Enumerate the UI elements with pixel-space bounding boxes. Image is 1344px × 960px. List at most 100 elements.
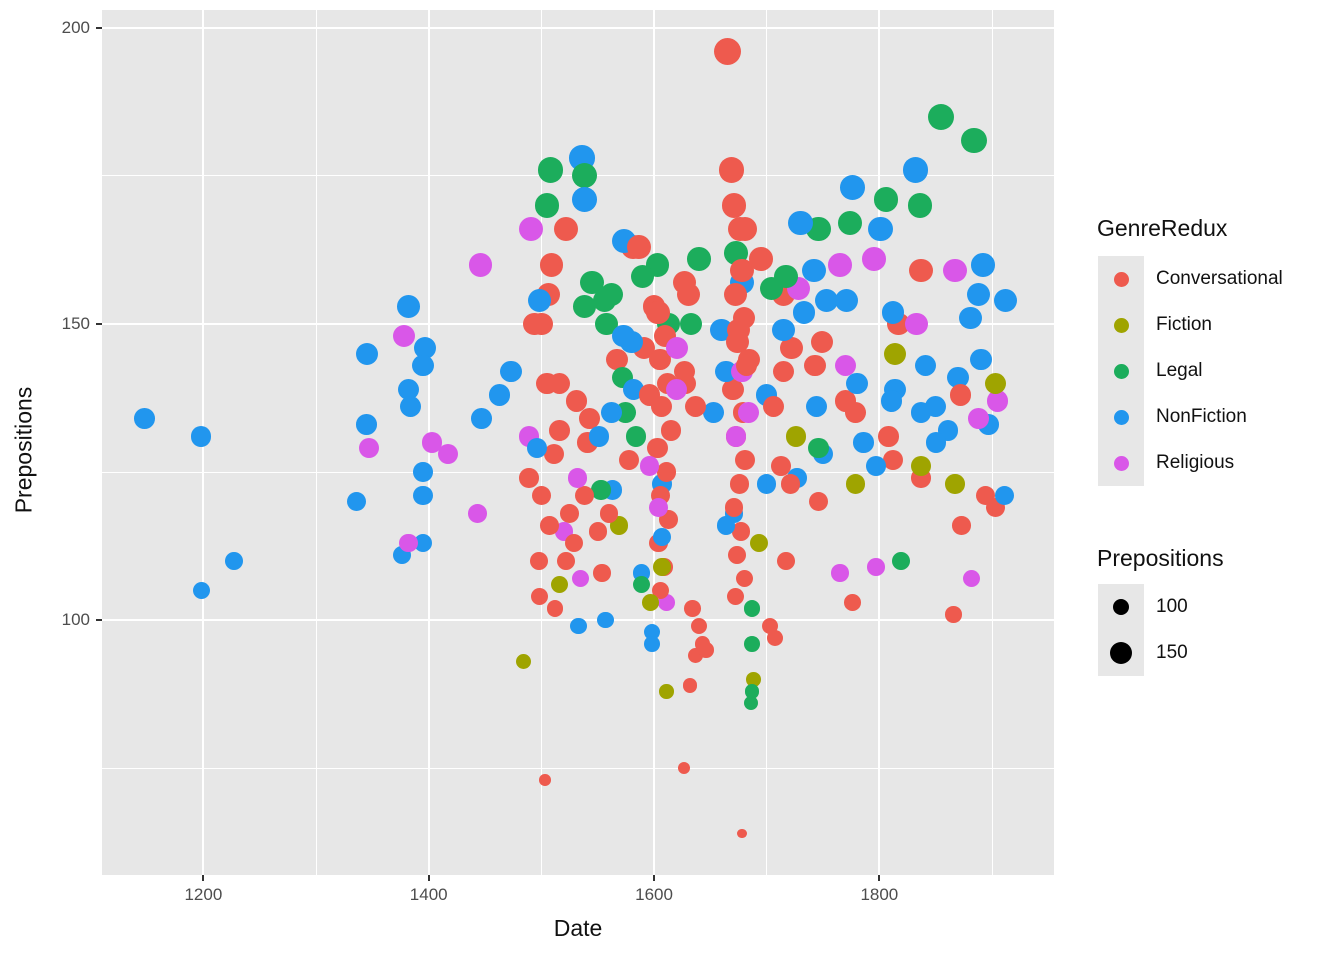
data-point-fiction [785,426,807,447]
data-point-conversational [557,552,576,570]
data-point-legal [580,270,604,295]
data-point-legal [595,312,618,336]
data-point-nonfiction [994,288,1018,312]
data-point-nonfiction [994,486,1014,506]
data-point-legal [743,600,761,617]
y-tick-mark [96,619,102,622]
data-point-religious [987,390,1009,412]
data-point-conversational [543,444,564,465]
data-point-conversational [619,450,640,471]
data-point-nonfiction [971,252,995,277]
data-point-legal [592,288,616,312]
legend-label-nonfiction: NonFiction [1156,406,1247,427]
data-point-conversational [721,193,747,218]
data-point-conversational [713,37,741,65]
data-point-religious [665,336,688,359]
data-point-conversational [546,600,564,617]
data-point-nonfiction [414,534,433,553]
data-point-nonfiction [527,288,551,312]
legend-dot-conversational [1113,271,1129,287]
data-point-religious [738,402,760,424]
data-point-nonfiction [839,175,865,201]
gridline-y-major [102,26,1054,29]
data-point-legal [724,241,749,265]
data-point-conversational [728,546,747,564]
data-point-nonfiction [413,486,433,506]
data-point-nonfiction [866,456,886,477]
data-point-fiction [659,684,674,699]
data-point-conversational [678,762,691,775]
data-point-conversational [565,390,587,412]
data-point-legal [961,127,987,154]
data-point-nonfiction [772,318,795,342]
data-point-religious [639,456,660,477]
data-point-conversational [627,235,652,259]
data-point-legal [774,264,798,289]
data-point-conversational [735,570,753,588]
data-point-nonfiction [716,516,736,535]
data-point-religious [831,564,849,582]
size-dot-150 [1109,641,1133,665]
data-point-nonfiction [914,354,937,377]
data-point-legal [572,294,596,318]
legend-label-religious: Religious [1156,452,1235,473]
data-point-conversational [531,486,551,506]
data-point-religious [649,498,668,518]
data-point-legal [534,193,560,218]
data-point-legal [808,438,829,459]
data-point-religious [726,426,747,447]
data-point-conversational [772,360,795,383]
legend-dot-legal [1113,363,1129,379]
x-tick-mark [427,875,430,881]
legend-dot-fiction [1113,317,1129,333]
gridline-x-minor [315,10,317,875]
data-point-legal [744,636,760,652]
data-point-conversational [684,600,701,617]
x-tick-label: 1400 [409,885,448,904]
size-dot-100 [1112,598,1130,616]
data-point-conversational [730,258,754,283]
data-point-conversational [685,396,707,418]
data-point-religious [519,217,544,242]
data-point-nonfiction [500,360,522,383]
data-point-conversational [749,246,773,271]
data-point-nonfiction [412,354,434,377]
data-point-religious [392,324,416,347]
data-point-nonfiction [881,300,905,324]
data-point-conversational [539,252,564,277]
data-point-nonfiction [413,462,433,482]
data-point-conversational [882,450,903,471]
x-tick-mark [878,875,881,881]
data-point-conversational [698,642,714,658]
data-point-conversational [719,157,745,183]
data-point-nonfiction [902,157,928,183]
data-point-conversational [724,498,744,518]
data-point-nonfiction [356,414,378,436]
data-point-nonfiction [571,187,597,212]
x-tick-label: 1800 [860,885,899,904]
data-point-conversational [673,360,696,383]
data-point-fiction [653,558,671,576]
data-point-conversational [762,396,784,418]
data-point-legal [571,163,597,189]
data-point-conversational [722,378,744,400]
data-point-conversational [733,217,758,242]
data-point-nonfiction [835,288,859,312]
x-tick-mark [202,875,205,881]
gridline-x-minor [991,10,993,875]
data-point-fiction [911,456,931,477]
data-point-conversational [549,420,570,441]
data-point-conversational [735,450,756,471]
data-point-religious [943,258,967,283]
data-point-conversational [677,282,701,306]
data-point-conversational [648,348,671,371]
data-point-nonfiction [597,612,614,629]
data-point-nonfiction [925,396,947,418]
legend-dot-nonfiction [1113,409,1129,425]
data-point-conversational [780,336,803,359]
data-point-fiction [550,576,568,594]
data-point-nonfiction [347,492,367,512]
data-point-nonfiction [853,432,874,453]
data-point-conversational [656,462,677,482]
data-point-religious [467,504,487,523]
